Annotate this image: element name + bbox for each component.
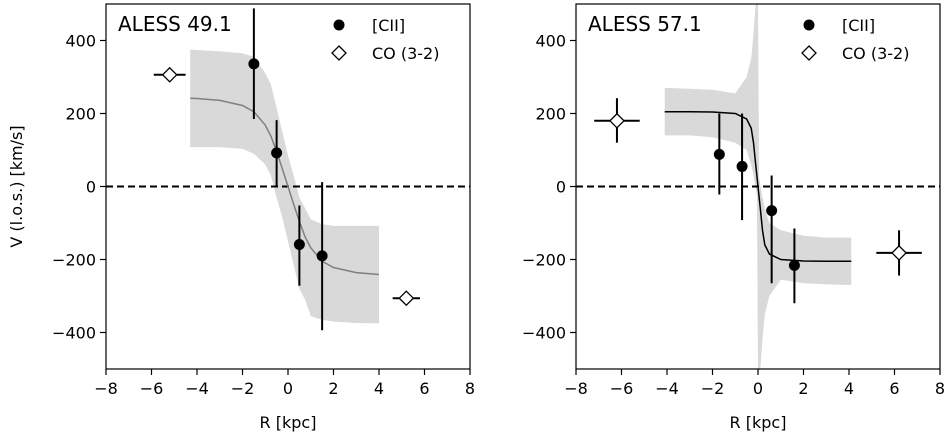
x-tick-label: 2 xyxy=(328,379,338,398)
x-tick-label: 0 xyxy=(283,379,293,398)
x-tick-label: −4 xyxy=(185,379,209,398)
panel-title: ALESS 49.1 xyxy=(118,12,232,36)
cii-point xyxy=(248,58,260,70)
plot-area xyxy=(576,4,940,369)
panel-aless-57-1: R [kpc] −8 −6 −4 −2 0 2 4 6 8 −400 −200 0 200 400 ALES… xyxy=(522,3,945,432)
x-tick-label: 4 xyxy=(844,379,854,398)
cii-point xyxy=(788,259,800,271)
legend-label: CO (3-2) xyxy=(372,44,439,63)
x-tick-label: −6 xyxy=(140,379,164,398)
cii-point xyxy=(766,205,778,217)
x-tick-label: 6 xyxy=(419,379,429,398)
x-tick-label: −8 xyxy=(564,379,588,398)
model-curve xyxy=(190,97,380,276)
x-tick-label: 0 xyxy=(753,379,763,398)
x-tick-label: −2 xyxy=(231,379,255,398)
co-point xyxy=(398,290,415,307)
y-axis-label: V (l.o.s.) [km/s] xyxy=(7,125,26,247)
legend-marker-cii xyxy=(333,19,345,31)
y-tick-label: 0 xyxy=(556,178,566,197)
y-tick-label: 200 xyxy=(65,105,96,124)
y-tick-label: −400 xyxy=(522,324,566,343)
model-curve xyxy=(664,110,852,263)
co-point xyxy=(891,245,907,261)
legend-label: [CII] xyxy=(842,16,875,35)
plot-area xyxy=(106,8,470,331)
cii-point xyxy=(293,239,305,251)
x-tick-label: −4 xyxy=(655,379,679,398)
y-tick-label: −200 xyxy=(52,251,96,270)
panel-title: ALESS 57.1 xyxy=(588,12,702,36)
x-tick-label: 2 xyxy=(798,379,808,398)
y-tick-label: −200 xyxy=(522,251,566,270)
cii-point xyxy=(713,148,725,160)
y-tick-label: 400 xyxy=(65,32,96,51)
legend-marker-co xyxy=(331,45,347,61)
x-tick-label: −8 xyxy=(94,379,118,398)
panel-aless-49-1: R [kpc] V (l.o.s.) [km/s] −8 −6 −4 −2 0 2 4 6 8 −… xyxy=(7,3,475,432)
y-tick-label: 200 xyxy=(535,105,566,124)
x-tick-label: 6 xyxy=(889,379,899,398)
x-axis-label: R [kpc] xyxy=(260,413,317,432)
x-axis-label: R [kpc] xyxy=(730,413,787,432)
legend-label: CO (3-2) xyxy=(842,44,909,63)
x-tick-label: −6 xyxy=(610,379,634,398)
x-tick-label: 8 xyxy=(935,379,945,398)
cii-point xyxy=(736,160,748,172)
legend-marker-cii xyxy=(803,19,815,31)
y-tick-label: −400 xyxy=(52,324,96,343)
y-tick-label: 400 xyxy=(535,32,566,51)
y-tick-label: 0 xyxy=(86,178,96,197)
co-point xyxy=(161,66,178,83)
cii-point xyxy=(316,250,328,262)
x-tick-label: 4 xyxy=(374,379,384,398)
legend-marker-co xyxy=(801,45,817,61)
x-tick-label: −2 xyxy=(701,379,725,398)
legend-label: [CII] xyxy=(372,16,405,35)
x-tick-label: 8 xyxy=(465,379,475,398)
cii-point xyxy=(271,147,283,159)
co-point xyxy=(609,112,625,129)
